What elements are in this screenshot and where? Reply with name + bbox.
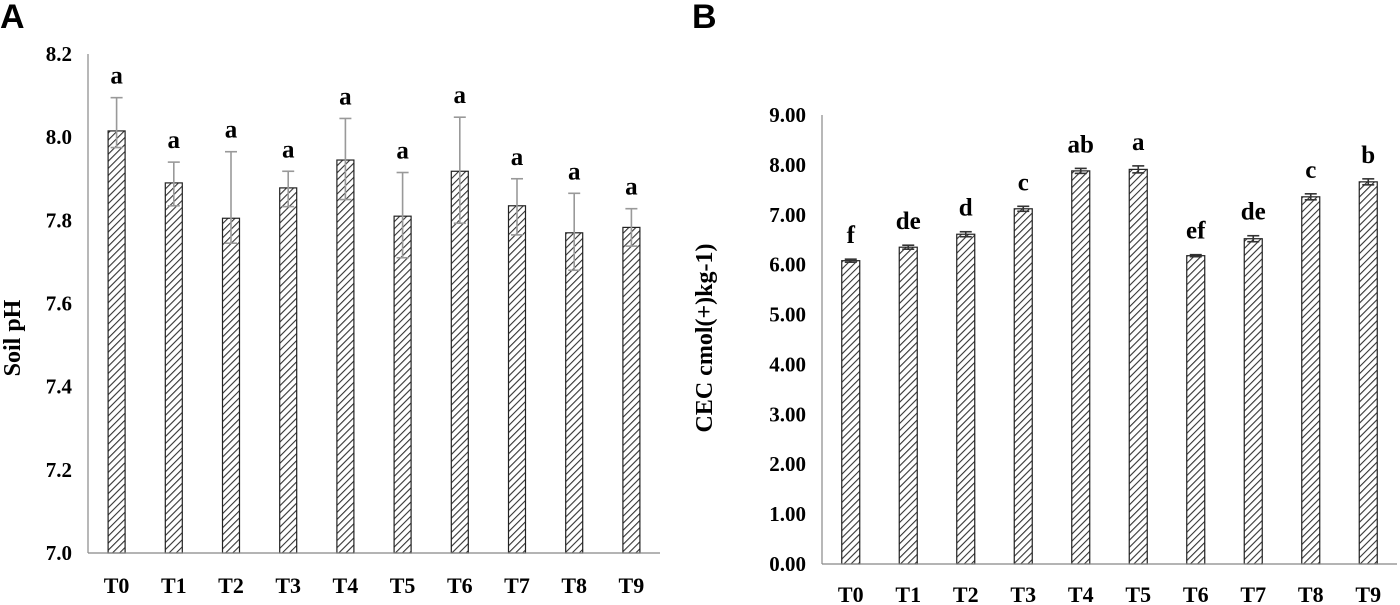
significance-letter: a xyxy=(625,174,638,201)
bar-t9 xyxy=(1358,181,1378,565)
bar-t3 xyxy=(279,187,298,554)
y-axis-label-a: Soil pH xyxy=(0,299,26,376)
x-tick-label: T5 xyxy=(390,573,416,598)
x-tick-labels-b: T0 T1 T2 T3 T4 T5 T6 T7 T8 T9 xyxy=(838,582,1381,605)
panel-label-a: A xyxy=(0,0,25,36)
y-tick-label: 7.6 xyxy=(46,292,72,316)
y-tick-label: 9.00 xyxy=(769,103,806,127)
bar-t5 xyxy=(393,215,412,554)
y-ticks-b: 0.00 1.00 2.00 3.00 4.00 5.00 6.00 7.00 8.00 9.00 xyxy=(769,103,806,576)
significance-letter: c xyxy=(1305,157,1316,184)
bar-t6 xyxy=(1186,255,1206,565)
bars-b xyxy=(841,168,1378,565)
bar-t1 xyxy=(898,246,918,565)
y-tick-label: 2.00 xyxy=(769,452,806,476)
significance-letter: c xyxy=(1018,169,1029,196)
x-tick-label: T1 xyxy=(895,582,921,605)
significance-letter: ab xyxy=(1068,131,1094,158)
y-axis-label-b: CEC cmol(+)kg-1) xyxy=(692,244,718,433)
significance-letters-a: a a a a a a a a a a xyxy=(110,63,638,201)
y-tick-label: 8.2 xyxy=(46,42,72,66)
bar-t0 xyxy=(841,260,861,565)
x-tick-label: T4 xyxy=(333,573,359,598)
significance-letter: a xyxy=(282,136,295,163)
significance-letter: f xyxy=(847,222,856,249)
panel-a: A Soil pH 7.07.27.47.67.88.08.2 aa aaaaaa… xyxy=(0,0,660,598)
significance-letter: a xyxy=(1132,129,1145,156)
error-bars-a xyxy=(110,96,638,272)
y-tick-label: 5.00 xyxy=(769,303,806,327)
x-tick-label: T8 xyxy=(561,573,587,598)
panel-label-b: B xyxy=(692,0,717,36)
y-tick-label: 1.00 xyxy=(769,502,806,526)
x-tick-label: T7 xyxy=(1240,582,1266,605)
panel-b: B CEC cmol(+)kg-1) 0.00 1.00 2.00 3.00 4.00 5… xyxy=(692,0,1397,605)
y-tick-label: 7.4 xyxy=(46,375,73,399)
y-tick-label: 7.2 xyxy=(46,458,72,482)
significance-letter: de xyxy=(1241,199,1266,226)
y-tick-label: 8.0 xyxy=(46,125,72,149)
significance-letter: a xyxy=(454,82,467,109)
bar-t3 xyxy=(1013,208,1033,565)
x-tick-label: T1 xyxy=(161,573,187,598)
significance-letter: ef xyxy=(1186,218,1206,245)
x-tick-label: T5 xyxy=(1125,582,1151,605)
y-tick-label: 7.0 xyxy=(46,541,72,565)
x-tick-label: T6 xyxy=(447,573,473,598)
significance-letters-b: f de d c ab a ef de c b xyxy=(847,129,1376,249)
bar-t5 xyxy=(1128,168,1148,565)
x-tick-label: T9 xyxy=(619,573,645,598)
bars-a xyxy=(107,130,641,554)
x-tick-label: T6 xyxy=(1183,582,1209,605)
bar-t6 xyxy=(450,170,469,554)
x-tick-label: T0 xyxy=(838,582,864,605)
significance-letter: de xyxy=(896,208,921,235)
significance-letter: a xyxy=(168,127,181,154)
y-tick-label: 6.00 xyxy=(769,253,806,277)
bar-t4 xyxy=(1071,170,1091,565)
y-tick-label: 4.00 xyxy=(769,352,806,376)
significance-letter: a xyxy=(511,144,524,171)
x-tick-label: T2 xyxy=(953,582,979,605)
bar-t2 xyxy=(956,233,976,565)
y-ticks-a: 7.0 7.2 7.4 7.6 7.8 8.0 8.2 xyxy=(46,42,73,565)
significance-letter: a xyxy=(568,158,581,185)
x-tick-label: T2 xyxy=(218,573,244,598)
bar-t2 xyxy=(221,217,241,554)
x-tick-label: T3 xyxy=(275,573,301,598)
bar-t8 xyxy=(565,232,584,554)
significance-letter: a xyxy=(339,83,352,110)
bar-t1 xyxy=(164,182,183,554)
significance-letter: d xyxy=(959,195,973,222)
y-tick-label: 0.00 xyxy=(769,552,806,576)
x-tick-label: T4 xyxy=(1068,582,1094,605)
significance-letter: b xyxy=(1361,142,1375,169)
bar-t4 xyxy=(336,159,355,554)
x-tick-label: T7 xyxy=(504,573,530,598)
x-tick-label: T3 xyxy=(1010,582,1036,605)
significance-letter: a xyxy=(225,117,238,144)
significance-letter: a xyxy=(110,63,123,90)
y-tick-label: 7.00 xyxy=(769,203,806,227)
x-tick-labels-a: T0 T1 T2 T3 T4 T5 T6 T7 T8 T9 xyxy=(104,573,644,598)
error-bars-b xyxy=(844,165,1375,263)
x-tick-label: T8 xyxy=(1298,582,1324,605)
bar-t0 xyxy=(107,130,126,554)
y-tick-label: 7.8 xyxy=(46,208,72,232)
bar-t9 xyxy=(622,226,641,554)
bar-t7 xyxy=(507,205,527,554)
bar-t7 xyxy=(1243,238,1263,565)
bar-t8 xyxy=(1301,196,1321,565)
x-tick-label: T0 xyxy=(104,573,130,598)
x-tick-label: T9 xyxy=(1355,582,1381,605)
y-tick-label: 3.00 xyxy=(769,402,806,426)
y-tick-label: 8.00 xyxy=(769,153,806,177)
significance-letter: a xyxy=(396,138,409,165)
